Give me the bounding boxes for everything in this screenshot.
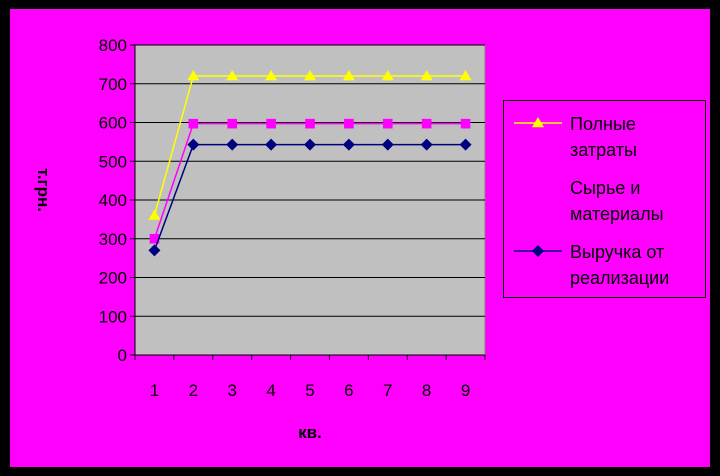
data-point-triangle bbox=[265, 70, 278, 81]
x-tick-label: 3 bbox=[227, 381, 236, 400]
data-point-square bbox=[266, 118, 276, 129]
legend-label: Выручка от реализации bbox=[570, 242, 670, 288]
x-tick-label: 2 bbox=[189, 381, 198, 400]
x-axis-title: кв. bbox=[298, 423, 322, 442]
series-group bbox=[148, 70, 472, 257]
y-tick-label: 700 bbox=[99, 75, 127, 94]
data-point-square bbox=[227, 118, 238, 129]
data-point-square bbox=[533, 182, 543, 192]
data-point-triangle bbox=[532, 117, 544, 128]
data-point-diamond bbox=[342, 138, 355, 151]
data-point-triangle bbox=[148, 209, 161, 220]
y-tick-label: 500 bbox=[99, 152, 127, 171]
data-point-triangle bbox=[304, 70, 316, 81]
x-axis-ticks: 1 2 3 4 5 6 7 8 9 bbox=[134, 355, 486, 400]
data-point-diamond bbox=[459, 138, 472, 151]
legend-label: Сырье и материалы bbox=[570, 178, 664, 224]
data-point-triangle bbox=[187, 70, 200, 81]
data-point-triangle bbox=[342, 70, 355, 81]
data-point-triangle bbox=[381, 70, 394, 81]
data-point-diamond bbox=[420, 138, 433, 151]
data-point-square bbox=[344, 118, 354, 129]
y-tick-label: 600 bbox=[99, 114, 127, 133]
legend-symbol bbox=[514, 245, 562, 257]
data-point-triangle bbox=[459, 70, 472, 81]
data-point-diamond bbox=[187, 138, 200, 151]
data-point-triangle bbox=[226, 70, 239, 81]
legend-symbol bbox=[514, 117, 562, 128]
y-axis-ticks: 0 100 200 300 400 500 600 700 800 bbox=[99, 36, 135, 365]
data-point-diamond bbox=[304, 138, 316, 151]
legend-item: Полные затраты bbox=[504, 109, 704, 169]
series-3 bbox=[148, 138, 472, 257]
legend-item: Сырье и материалы bbox=[504, 173, 704, 233]
y-tick-label: 200 bbox=[99, 269, 127, 288]
y-axis-title: т.грн. bbox=[34, 168, 53, 212]
y-tick-label: 300 bbox=[99, 230, 127, 249]
data-point-square bbox=[149, 233, 160, 244]
legend-label: Полные затраты bbox=[570, 114, 637, 160]
x-tick-label: 4 bbox=[266, 381, 275, 400]
y-tick-label: 800 bbox=[99, 36, 127, 55]
data-point-square bbox=[188, 118, 199, 129]
data-point-diamond bbox=[381, 138, 394, 151]
series-1 bbox=[148, 70, 472, 220]
legend-symbol bbox=[514, 182, 562, 192]
x-tick-label: 6 bbox=[344, 381, 353, 400]
data-point-diamond bbox=[148, 244, 161, 257]
x-tick-label: 9 bbox=[461, 381, 470, 400]
data-point-diamond bbox=[532, 245, 544, 257]
data-point-diamond bbox=[226, 138, 239, 151]
data-point-square bbox=[460, 118, 471, 129]
y-tick-label: 400 bbox=[99, 191, 127, 210]
y-tick-label: 0 bbox=[118, 346, 127, 365]
x-tick-label: 1 bbox=[150, 381, 159, 400]
data-point-square bbox=[421, 118, 432, 129]
legend: Полные затраты Сырье и материалы Выручка о… bbox=[503, 100, 706, 298]
x-tick-label: 8 bbox=[422, 381, 431, 400]
y-tick-label: 100 bbox=[99, 307, 127, 326]
data-point-diamond bbox=[265, 138, 278, 151]
data-point-square bbox=[305, 118, 315, 129]
data-point-triangle bbox=[420, 70, 433, 81]
series-2 bbox=[149, 118, 471, 244]
x-tick-label: 7 bbox=[383, 381, 392, 400]
data-point-square bbox=[382, 118, 393, 129]
x-tick-label: 5 bbox=[305, 381, 314, 400]
legend-item: Выручка от реализации bbox=[504, 237, 704, 297]
